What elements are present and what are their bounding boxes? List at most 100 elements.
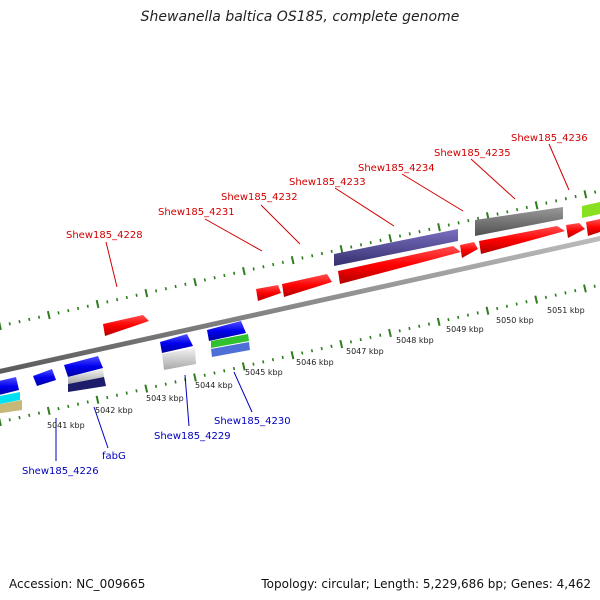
- minor-tick: [233, 271, 236, 275]
- major-tick: [144, 384, 149, 393]
- minor-tick: [28, 413, 31, 417]
- minor-tick: [457, 315, 460, 320]
- minor-tick: [525, 205, 528, 210]
- gene-arrow[interactable]: [566, 223, 585, 238]
- gene-arrow[interactable]: [207, 321, 246, 341]
- minor-tick: [18, 415, 21, 420]
- minor-tick: [593, 284, 596, 288]
- minor-tick: [554, 199, 558, 203]
- gene-arrow[interactable]: [68, 377, 106, 392]
- minor-tick: [106, 300, 109, 304]
- gene-label[interactable]: Shew185_4235: [434, 148, 511, 159]
- gene-arrow[interactable]: [479, 226, 565, 254]
- major-tick: [290, 256, 295, 265]
- major-tick: [241, 362, 246, 371]
- minor-tick: [506, 210, 509, 214]
- major-tick: [583, 284, 587, 293]
- gene-arrow[interactable]: [162, 348, 196, 370]
- gene-arrow[interactable]: [582, 202, 600, 218]
- kbp-label: 5049 kbp: [446, 325, 484, 334]
- gene-label[interactable]: Shew185_4226: [22, 466, 99, 477]
- minor-tick: [57, 407, 60, 411]
- major-tick: [339, 339, 344, 349]
- gene-arrow[interactable]: [256, 285, 281, 301]
- major-tick: [0, 321, 2, 331]
- genome-backbone: [0, 236, 600, 374]
- major-tick: [95, 299, 100, 309]
- minor-tick: [496, 212, 499, 216]
- gene-arrow[interactable]: [0, 377, 19, 396]
- gene-arrow[interactable]: [103, 315, 149, 336]
- minor-tick: [164, 382, 167, 386]
- major-tick: [436, 317, 441, 326]
- gene-label[interactable]: Shew185_4231: [158, 207, 235, 218]
- minor-tick: [545, 201, 548, 205]
- gene-label[interactable]: Shew185_4234: [358, 163, 435, 174]
- minor-tick: [203, 373, 206, 377]
- major-tick: [242, 266, 246, 276]
- minor-tick: [281, 260, 285, 264]
- minor-tick: [311, 254, 314, 258]
- gene-arrow[interactable]: [0, 400, 22, 414]
- gene-label[interactable]: Shew185_4229: [154, 431, 231, 442]
- reverse-strand-features: [0, 321, 250, 414]
- minor-tick: [349, 340, 353, 344]
- kbp-label: 5045 kbp: [245, 368, 283, 377]
- gene-label[interactable]: Shew185_4233: [289, 177, 366, 188]
- minor-tick: [447, 317, 450, 322]
- minor-tick: [271, 358, 275, 362]
- minor-tick: [18, 319, 21, 324]
- minor-tick: [262, 265, 265, 269]
- gene-arrow[interactable]: [282, 274, 332, 297]
- gene-arrow[interactable]: [334, 229, 458, 266]
- gene-label[interactable]: Shew185_4236: [511, 133, 588, 144]
- major-tick: [534, 201, 539, 210]
- minor-tick: [467, 218, 470, 223]
- gene-arrow[interactable]: [211, 334, 249, 348]
- minor-tick: [408, 232, 411, 236]
- minor-tick: [428, 227, 431, 232]
- minor-tick: [301, 256, 304, 260]
- minor-tick: [76, 306, 80, 311]
- gene-arrow[interactable]: [64, 356, 103, 377]
- major-tick: [388, 234, 393, 243]
- gene-arrow[interactable]: [211, 342, 250, 357]
- minor-tick: [76, 402, 80, 406]
- minor-tick: [369, 335, 372, 340]
- gene-arrow[interactable]: [0, 392, 20, 405]
- gene-arrow[interactable]: [475, 207, 563, 236]
- major-tick: [437, 223, 441, 232]
- gene-arrow[interactable]: [68, 369, 104, 384]
- gene-label[interactable]: fabG: [102, 451, 126, 462]
- gene-label[interactable]: Shew185_4230: [214, 416, 291, 427]
- gene-label[interactable]: Shew185_4228: [66, 230, 143, 241]
- major-tick: [95, 395, 100, 404]
- major-tick: [144, 288, 149, 298]
- minor-tick: [408, 326, 411, 331]
- minor-tick: [564, 197, 567, 201]
- gene-arrow[interactable]: [33, 369, 56, 386]
- minor-tick: [67, 404, 70, 409]
- minor-tick: [125, 295, 128, 300]
- major-tick: [339, 245, 344, 254]
- kbp-label: 5051 kbp: [547, 306, 585, 315]
- minor-tick: [272, 262, 275, 267]
- gene-arrow[interactable]: [338, 246, 461, 284]
- minor-tick: [379, 333, 382, 337]
- minor-tick: [554, 293, 557, 297]
- minor-tick: [330, 344, 333, 348]
- gene-arrow[interactable]: [460, 242, 478, 258]
- minor-tick: [252, 362, 255, 366]
- minor-tick: [115, 393, 119, 397]
- gene-label[interactable]: Shew185_4232: [221, 192, 298, 203]
- gene-arrow[interactable]: [160, 334, 193, 353]
- gene-arrow[interactable]: [586, 219, 600, 236]
- minor-tick: [476, 216, 480, 221]
- minor-tick: [496, 306, 499, 311]
- minor-tick: [184, 282, 187, 286]
- major-tick: [485, 306, 490, 315]
- minor-tick: [398, 329, 401, 333]
- minor-tick: [505, 304, 509, 308]
- minor-tick: [106, 395, 109, 400]
- minor-tick: [86, 400, 89, 404]
